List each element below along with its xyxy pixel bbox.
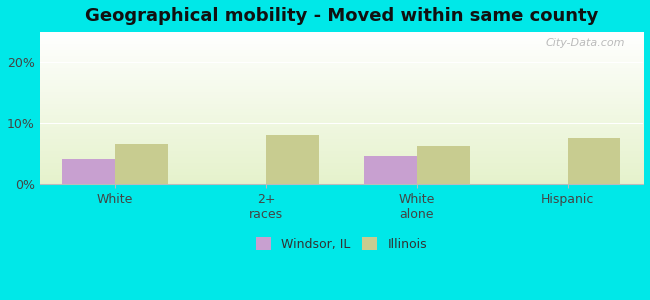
Bar: [115, 144, 168, 184]
Bar: [266, 135, 318, 184]
Title: Geographical mobility - Moved within same county: Geographical mobility - Moved within sam…: [84, 7, 598, 25]
Bar: [567, 138, 621, 184]
Bar: [417, 146, 469, 184]
Bar: [364, 156, 417, 184]
Bar: [62, 159, 115, 184]
Text: City-Data.com: City-Data.com: [545, 38, 625, 48]
Legend: Windsor, IL, Illinois: Windsor, IL, Illinois: [251, 232, 432, 256]
